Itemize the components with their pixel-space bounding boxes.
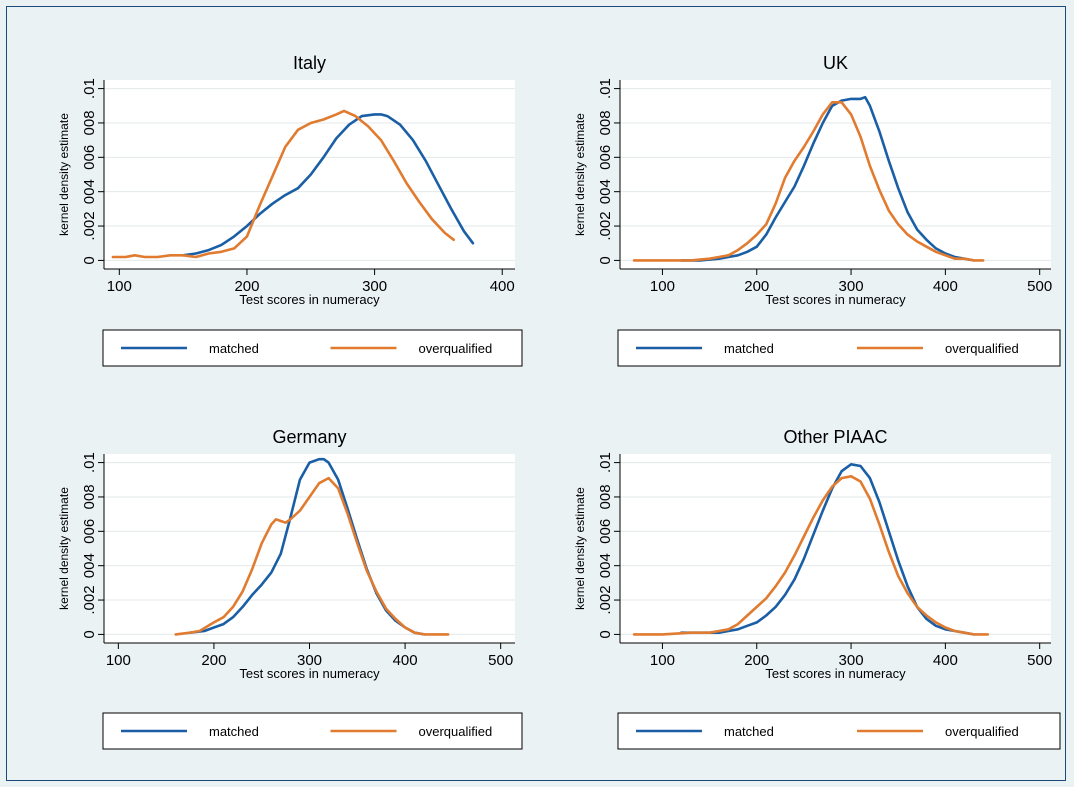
y-tick-label: .01 — [597, 78, 614, 99]
x-tick-label: 100 — [650, 652, 675, 669]
y-tick-label: 004 — [81, 553, 98, 578]
y-tick-label: 004 — [81, 179, 98, 204]
series-line-overqualified — [632, 101, 985, 262]
x-tick-label: 500 — [1027, 278, 1052, 295]
y-axis-label: kernel density estimate — [573, 113, 587, 236]
x-tick-label: 200 — [201, 652, 226, 669]
series-line-matched — [679, 462, 976, 636]
x-axis-label: Test scores in numeracy — [239, 292, 380, 307]
y-tick-label: 008 — [81, 484, 98, 509]
y-tick-label: .002 — [597, 585, 614, 614]
y-tick-label: 0 — [597, 256, 614, 264]
y-tick-label: .01 — [81, 78, 98, 99]
y-axis-label: kernel density estimate — [57, 487, 71, 610]
panel-4: 100 200 300 400 500 0 .002 004 006 008 .01 Other PI… — [527, 385, 1061, 771]
x-tick-label: 400 — [490, 278, 515, 295]
x-tick-label: 300 — [839, 652, 864, 669]
chart-title: Other PIAAC — [783, 427, 887, 447]
y-tick-label: 006 — [81, 519, 98, 544]
plot-region — [620, 80, 1051, 269]
y-tick-label: 008 — [597, 110, 614, 135]
y-tick-label: 0 — [597, 630, 614, 638]
x-tick-label: 400 — [933, 278, 958, 295]
series-line-overqualified — [174, 476, 450, 636]
plot-region — [104, 454, 515, 643]
x-tick-label: 100 — [107, 278, 132, 295]
chart-title: Germany — [272, 427, 346, 447]
x-tick-label: 200 — [744, 278, 769, 295]
y-tick-label: 006 — [597, 145, 614, 170]
legend-label-overqualified: overqualified — [945, 724, 1019, 739]
y-tick-label: 0 — [81, 256, 98, 264]
y-tick-label: .01 — [81, 452, 98, 473]
y-tick-label: 006 — [81, 145, 98, 170]
chart-title: UK — [823, 53, 848, 73]
x-axis-label: Test scores in numeracy — [239, 666, 380, 681]
x-tick-label: 400 — [933, 652, 958, 669]
figure: 100 200 300 400 0 .002 004 006 008 .01 Italy Test s… — [6, 6, 1066, 781]
series-line-matched — [679, 95, 976, 262]
y-axis-label: kernel density estimate — [57, 113, 71, 236]
y-tick-label: .002 — [81, 211, 98, 240]
x-tick-label: 400 — [393, 652, 418, 669]
legend-label-matched: matched — [724, 341, 774, 356]
legend-label-overqualified: overqualified — [945, 341, 1019, 356]
y-tick-label: .002 — [81, 585, 98, 614]
x-tick-label: 100 — [106, 652, 131, 669]
panel-2: 100 200 300 400 500 0 .002 004 006 008 .01 UK Test s… — [527, 12, 1061, 380]
panel-3: 100 200 300 400 500 0 .002 004 006 008 .01 Germany T… — [12, 385, 523, 771]
x-tick-label: 300 — [362, 278, 387, 295]
y-tick-label: 006 — [597, 519, 614, 544]
y-tick-label: 004 — [597, 553, 614, 578]
chart-title: Italy — [293, 53, 326, 73]
series-line-overqualified — [111, 109, 456, 259]
legend-label-matched: matched — [724, 724, 774, 739]
x-tick-label: 300 — [839, 278, 864, 295]
x-tick-label: 500 — [488, 652, 513, 669]
x-tick-label: 500 — [1027, 652, 1052, 669]
y-tick-label: 008 — [81, 110, 98, 135]
series-line-matched — [181, 113, 475, 257]
x-tick-label: 300 — [297, 652, 322, 669]
chart-svg: 100 200 300 400 0 .002 004 006 008 .01 Italy Test s… — [12, 12, 1061, 771]
y-tick-label: 008 — [597, 484, 614, 509]
x-tick-label: 200 — [234, 278, 259, 295]
legend-label-matched: matched — [209, 724, 259, 739]
x-tick-label: 100 — [650, 278, 675, 295]
panel-1: 100 200 300 400 0 .002 004 006 008 .01 Italy Test s… — [12, 12, 523, 380]
plot-region — [620, 454, 1051, 643]
y-tick-label: .01 — [597, 452, 614, 473]
y-axis-label: kernel density estimate — [573, 487, 587, 610]
x-axis-label: Test scores in numeracy — [765, 666, 906, 681]
legend-label-matched: matched — [209, 341, 259, 356]
legend-label-overqualified: overqualified — [419, 341, 493, 356]
y-tick-label: 004 — [597, 179, 614, 204]
x-axis-label: Test scores in numeracy — [765, 292, 906, 307]
y-tick-label: 0 — [81, 630, 98, 638]
series-line-overqualified — [632, 474, 990, 636]
x-tick-label: 200 — [744, 652, 769, 669]
legend-label-overqualified: overqualified — [419, 724, 493, 739]
y-tick-label: .002 — [597, 211, 614, 240]
